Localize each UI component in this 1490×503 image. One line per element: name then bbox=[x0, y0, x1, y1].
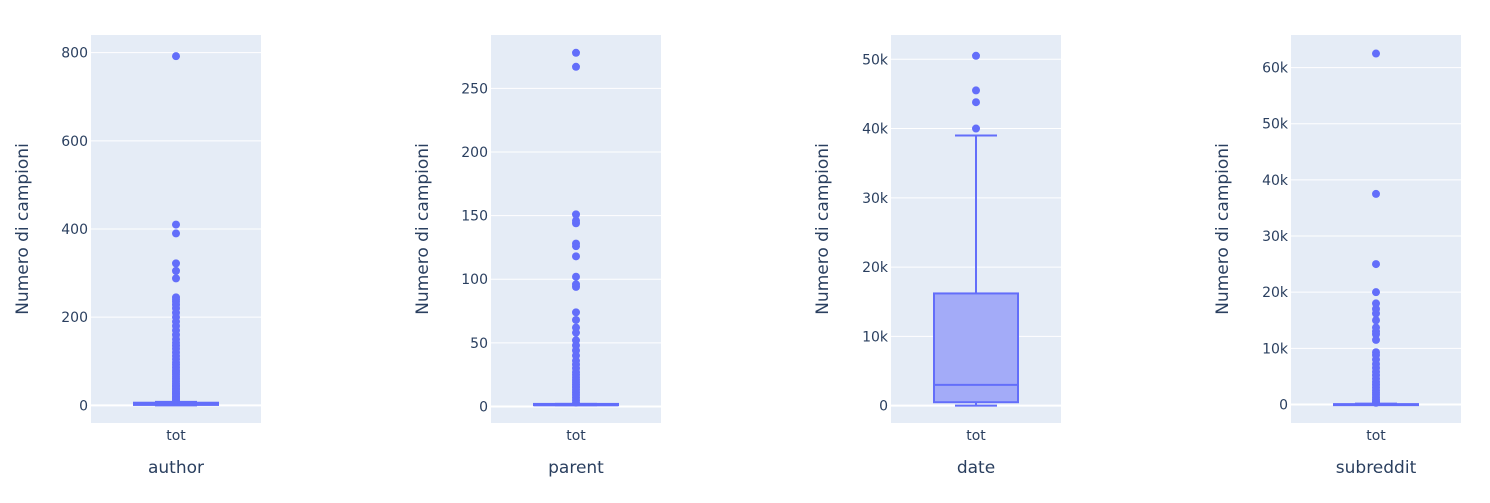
x-tick-label: tot bbox=[1366, 428, 1386, 444]
x-tick-label: tot bbox=[166, 428, 186, 444]
y-tick-label: 800 bbox=[61, 46, 88, 62]
outlier-point bbox=[172, 266, 180, 275]
y-tick-label: 100 bbox=[461, 272, 488, 288]
y-tick-label: 400 bbox=[61, 222, 88, 238]
outlier-point bbox=[972, 98, 980, 107]
y-tick-label: 10k bbox=[1262, 341, 1289, 357]
outlier-point bbox=[172, 52, 180, 61]
y-tick-label: 0 bbox=[879, 399, 888, 415]
outlier-point bbox=[972, 51, 980, 60]
iqr-box bbox=[933, 292, 1019, 404]
outlier-point bbox=[1372, 299, 1380, 308]
y-tick-label: 20k bbox=[1262, 285, 1289, 301]
outlier-point bbox=[172, 220, 180, 229]
outlier-point bbox=[1372, 335, 1380, 344]
y-tick-label: 0 bbox=[79, 398, 88, 414]
outlier-point bbox=[572, 210, 580, 219]
y-tick-label: 200 bbox=[461, 145, 488, 161]
outlier-point bbox=[1372, 348, 1380, 357]
y-tick-label: 30k bbox=[1262, 229, 1289, 245]
y-axis-title: Numero di campioni bbox=[13, 143, 33, 315]
y-tick-label: 250 bbox=[461, 81, 488, 97]
outlier-point bbox=[572, 336, 580, 345]
outlier-point bbox=[1372, 305, 1380, 314]
outlier-point bbox=[572, 216, 580, 225]
y-axis-title: Numero di campioni bbox=[1213, 143, 1233, 315]
outlier-point bbox=[1372, 288, 1380, 297]
y-tick-label: 0 bbox=[479, 399, 488, 415]
y-tick-label: 30k bbox=[862, 191, 889, 207]
x-axis-title: parent bbox=[548, 458, 604, 478]
outlier-point bbox=[572, 308, 580, 317]
y-axis-title: Numero di campioni bbox=[813, 143, 833, 315]
outlier-point bbox=[172, 274, 180, 283]
y-tick-label: 40k bbox=[862, 122, 889, 138]
outlier-point bbox=[572, 280, 580, 289]
x-tick-label: tot bbox=[566, 428, 586, 444]
outlier-point bbox=[172, 259, 180, 268]
y-tick-label: 60k bbox=[1262, 61, 1289, 77]
y-tick-label: 600 bbox=[61, 134, 88, 150]
y-tick-label: 10k bbox=[862, 329, 889, 345]
outlier-point bbox=[972, 86, 980, 95]
y-tick-label: 40k bbox=[1262, 173, 1289, 189]
y-tick-label: 200 bbox=[61, 310, 88, 326]
x-axis-title: subreddit bbox=[1336, 458, 1417, 478]
outlier-point bbox=[572, 252, 580, 261]
outlier-point bbox=[1372, 260, 1380, 269]
outlier-point bbox=[572, 315, 580, 324]
outlier-point bbox=[1372, 49, 1380, 58]
y-axis-title: Numero di campioni bbox=[413, 143, 433, 315]
y-tick-label: 50k bbox=[862, 52, 889, 68]
y-tick-label: 50 bbox=[470, 336, 488, 352]
y-tick-label: 50k bbox=[1262, 117, 1289, 133]
outlier-point bbox=[1372, 189, 1380, 198]
x-tick-label: tot bbox=[966, 428, 986, 444]
outlier-point bbox=[1372, 316, 1380, 325]
y-tick-label: 20k bbox=[862, 260, 889, 276]
x-axis-title: date bbox=[957, 458, 995, 478]
outlier-point bbox=[972, 124, 980, 133]
outlier-point bbox=[172, 293, 180, 302]
outlier-point bbox=[572, 62, 580, 71]
y-tick-label: 0 bbox=[1279, 397, 1288, 413]
outlier-point bbox=[572, 272, 580, 281]
y-tick-label: 150 bbox=[461, 209, 488, 225]
x-axis-title: author bbox=[148, 458, 204, 478]
outlier-point bbox=[1372, 323, 1380, 332]
outlier-point bbox=[572, 323, 580, 332]
outlier-point bbox=[572, 48, 580, 57]
outlier-point bbox=[572, 239, 580, 248]
outlier-point bbox=[172, 229, 180, 238]
